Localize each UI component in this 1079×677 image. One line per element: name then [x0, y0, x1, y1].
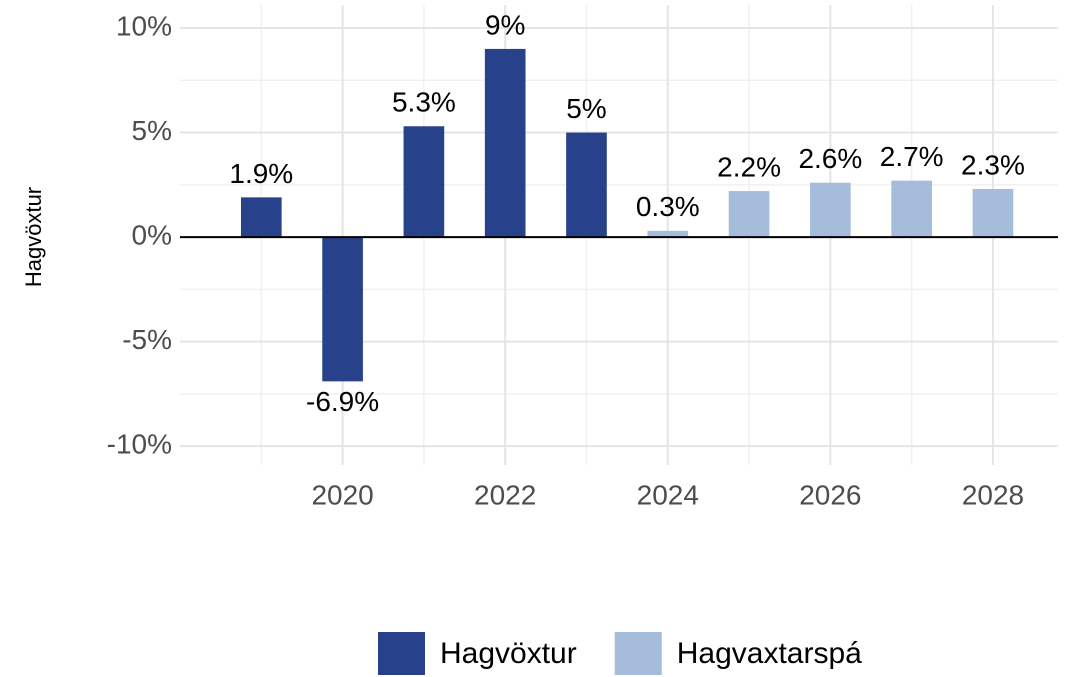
x-tick-label: 2028	[962, 479, 1024, 510]
data-label: -6.9%	[306, 386, 379, 417]
y-tick-label: 5%	[132, 115, 172, 146]
x-tick-label: 2026	[799, 479, 861, 510]
bar	[972, 189, 1014, 238]
data-label: 2.3%	[961, 149, 1025, 180]
y-tick-label: 10%	[116, 10, 172, 41]
bar	[891, 180, 932, 238]
bar	[647, 230, 689, 238]
bar	[484, 48, 526, 238]
data-label: 2.2%	[717, 151, 781, 182]
bar	[810, 182, 851, 238]
y-tick-label: -5%	[122, 324, 172, 355]
x-tick-label: 2024	[637, 479, 699, 510]
legend-label: Hagvöxtur	[440, 637, 577, 670]
bar	[566, 132, 607, 238]
data-label: 9%	[485, 9, 525, 40]
legend-swatch	[614, 632, 662, 675]
x-tick-label: 2022	[474, 479, 536, 510]
data-label: 5%	[566, 93, 606, 124]
bar	[240, 197, 282, 238]
x-tick-label: 2020	[311, 479, 373, 510]
data-label: 0.3%	[636, 191, 700, 222]
data-label: 1.9%	[229, 158, 293, 189]
bar	[322, 237, 363, 382]
legend-swatch	[378, 632, 425, 675]
bar	[403, 126, 445, 238]
data-label: 2.6%	[798, 143, 862, 174]
bar	[728, 191, 770, 238]
y-axis-title: Hagvöxtur	[21, 187, 46, 287]
data-label: 5.3%	[392, 87, 456, 118]
y-tick-label: 0%	[132, 219, 172, 250]
legend-label: Hagvaxtarspá	[677, 637, 862, 670]
y-tick-label: -10%	[107, 429, 172, 460]
data-label: 2.7%	[880, 141, 944, 172]
